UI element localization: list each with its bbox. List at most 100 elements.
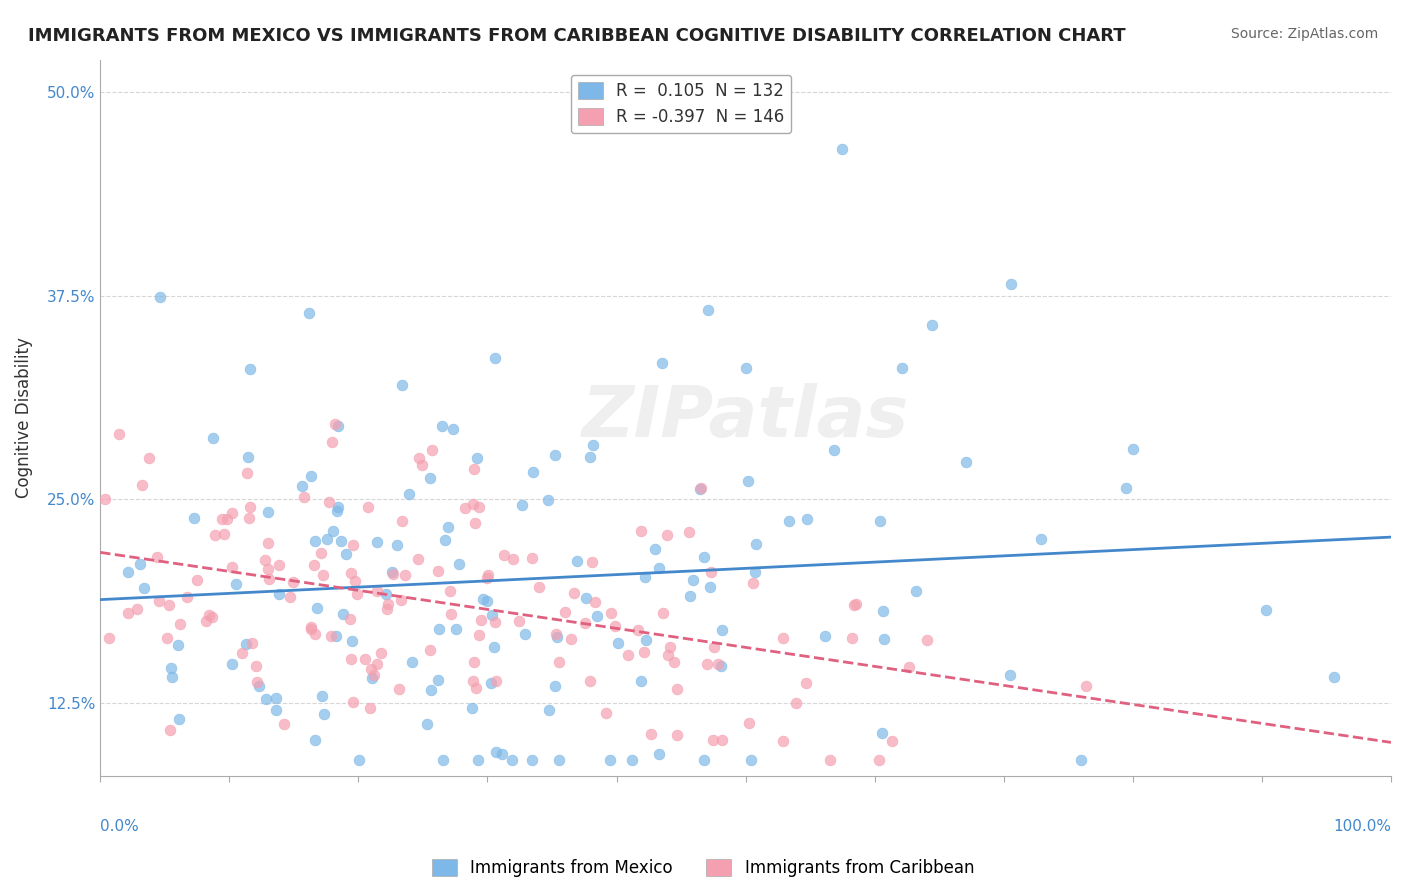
Point (1000, 277, 1022, 291)
Point (513, 626, 536, 640)
Point (522, 465, 544, 479)
Point (211, 512, 233, 526)
Point (257, 561, 280, 575)
Point (401, 655, 423, 669)
Point (921, 318, 943, 332)
Point (744, 537, 766, 551)
Point (665, 728, 688, 742)
Point (312, 568, 335, 582)
Point (664, 656, 686, 670)
Point (447, 558, 470, 572)
Point (245, 659, 267, 673)
Point (134, 581, 156, 595)
Point (494, 548, 516, 562)
Point (444, 623, 467, 637)
Point (254, 553, 277, 567)
Point (633, 645, 655, 659)
Point (186, 574, 208, 588)
Point (501, 753, 523, 767)
Point (1070, 753, 1092, 767)
Point (578, 450, 600, 465)
Point (344, 574, 367, 588)
Point (377, 597, 399, 611)
Point (304, 533, 326, 548)
Point (360, 662, 382, 676)
Point (737, 474, 759, 488)
Point (599, 753, 621, 767)
Point (651, 356, 673, 370)
Point (461, 701, 484, 715)
Point (465, 451, 488, 466)
Point (477, 568, 499, 582)
Point (440, 607, 463, 621)
Point (869, 514, 891, 528)
Point (547, 655, 569, 669)
Point (427, 623, 450, 637)
Point (1076, 679, 1098, 693)
Point (160, 670, 183, 684)
Point (547, 630, 569, 644)
Point (520, 550, 543, 565)
Point (617, 648, 640, 662)
Point (841, 631, 863, 645)
Point (468, 628, 491, 642)
Point (388, 681, 411, 696)
Point (314, 707, 336, 722)
Point (682, 573, 704, 587)
Point (420, 442, 443, 457)
Point (562, 585, 585, 599)
Text: Source: ZipAtlas.com: Source: ZipAtlas.com (1230, 27, 1378, 41)
Point (291, 479, 314, 493)
Point (648, 561, 671, 575)
Point (595, 706, 617, 720)
Point (283, 575, 305, 590)
Point (363, 668, 385, 682)
Point (149, 290, 172, 304)
Point (236, 467, 259, 481)
Point (93, 491, 115, 506)
Point (485, 745, 508, 759)
Point (278, 590, 301, 604)
Point (567, 554, 589, 568)
Point (842, 598, 865, 612)
Y-axis label: Cognitive Disability: Cognitive Disability (15, 337, 32, 499)
Point (581, 555, 603, 569)
Point (411, 458, 433, 473)
Point (346, 587, 368, 601)
Point (366, 657, 388, 672)
Point (644, 542, 666, 557)
Point (711, 623, 734, 637)
Point (340, 651, 363, 665)
Point (467, 753, 489, 767)
Point (426, 565, 449, 579)
Point (273, 717, 295, 731)
Point (475, 594, 498, 608)
Point (955, 455, 977, 469)
Point (630, 524, 652, 539)
Point (484, 615, 506, 629)
Point (740, 753, 762, 767)
Point (176, 591, 198, 605)
Point (269, 587, 291, 601)
Point (657, 648, 679, 662)
Point (491, 747, 513, 761)
Point (212, 526, 235, 541)
Point (998, 668, 1021, 682)
Point (325, 504, 347, 518)
Point (659, 640, 682, 654)
Point (583, 595, 606, 609)
Point (475, 571, 498, 585)
Point (246, 675, 269, 690)
Point (318, 495, 340, 509)
Point (544, 626, 567, 640)
Point (484, 351, 506, 365)
Point (169, 616, 191, 631)
Point (304, 732, 326, 747)
Point (470, 614, 492, 628)
Point (257, 505, 280, 519)
Point (221, 507, 243, 521)
Point (391, 514, 413, 528)
Point (321, 629, 343, 643)
Point (328, 500, 350, 514)
Point (221, 657, 243, 671)
